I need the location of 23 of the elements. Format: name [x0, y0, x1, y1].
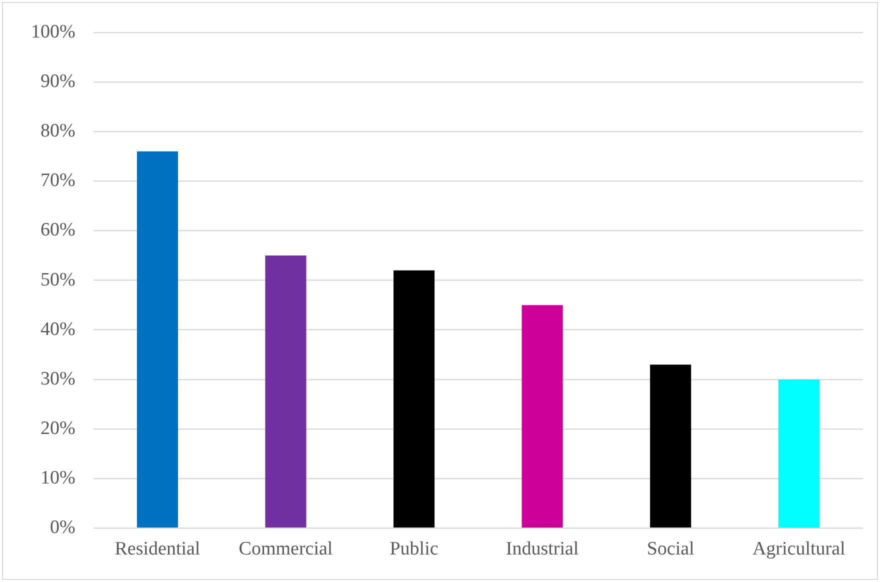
bar	[394, 270, 435, 528]
y-tick-label: 60%	[40, 220, 76, 241]
y-tick-label: 10%	[40, 468, 76, 489]
bar	[522, 305, 563, 528]
x-tick-label: Residential	[114, 538, 200, 560]
bar	[650, 364, 692, 528]
bar	[265, 256, 306, 528]
x-tick-label: Social	[646, 538, 694, 560]
bar	[136, 151, 178, 528]
y-tick-label: 80%	[40, 120, 76, 142]
y-tick-label: 50%	[40, 269, 76, 290]
x-tick-label: Commercial	[238, 538, 333, 560]
y-tick-label: 40%	[40, 318, 76, 340]
y-tick-label: 70%	[40, 170, 76, 192]
y-tick-label: 100%	[31, 21, 76, 42]
bar	[778, 379, 820, 528]
y-tick-label: 20%	[40, 418, 76, 440]
y-tick-label: 0%	[50, 517, 76, 538]
x-tick-label: Agricultural	[752, 538, 846, 560]
x-tick-label: Public	[390, 538, 438, 560]
y-tick-label: 90%	[40, 70, 76, 92]
y-tick-label: 30%	[40, 368, 76, 390]
x-tick-label: Industrial	[506, 538, 579, 560]
